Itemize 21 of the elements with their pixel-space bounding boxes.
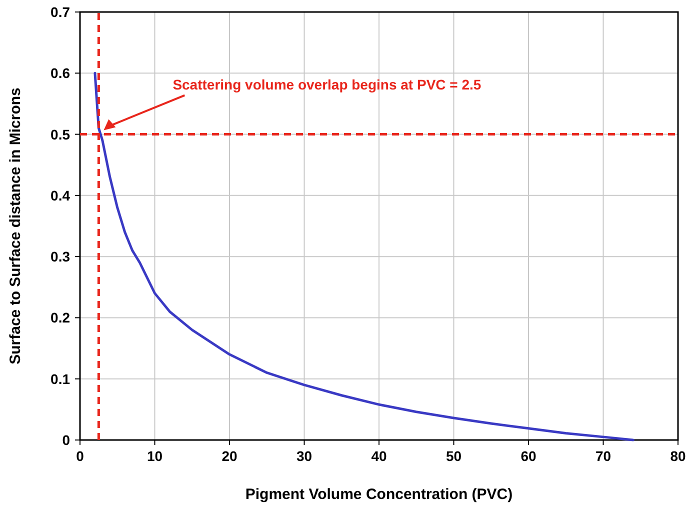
annotation: Scattering volume overlap begins at PVC = 2.5 (172, 76, 482, 92)
x-tick-label: 10 (146, 448, 163, 464)
y-tick-label: 0.6 (50, 65, 70, 82)
y-tick-label: 0.2 (50, 310, 70, 326)
y-tick-label: 0.7 (50, 4, 70, 20)
x-tick-label: 60 (520, 448, 536, 464)
x-tick-label: 80 (670, 448, 686, 464)
y-tick-label: 0.3 (50, 248, 70, 265)
x-tick-label: 20 (222, 448, 238, 464)
x-tick-label: 0 (76, 448, 84, 464)
y-tick-label: 0.4 (50, 187, 70, 204)
y-tick-label: 0 (62, 432, 70, 448)
x-tick-label: 30 (296, 448, 312, 464)
line-series (94, 72, 634, 442)
x-tick-label: 70 (595, 448, 612, 464)
y-tick-label: 0.1 (50, 370, 70, 387)
x-tick-label: 50 (446, 448, 462, 464)
x-axis-title: Pigment Volume Concentration (PVC) (245, 486, 513, 503)
y-tick-label: 0.5 (50, 126, 70, 142)
x-tick-label: 40 (371, 448, 387, 464)
y-axis-title: Surface to Surface distance in Microns (7, 88, 24, 364)
